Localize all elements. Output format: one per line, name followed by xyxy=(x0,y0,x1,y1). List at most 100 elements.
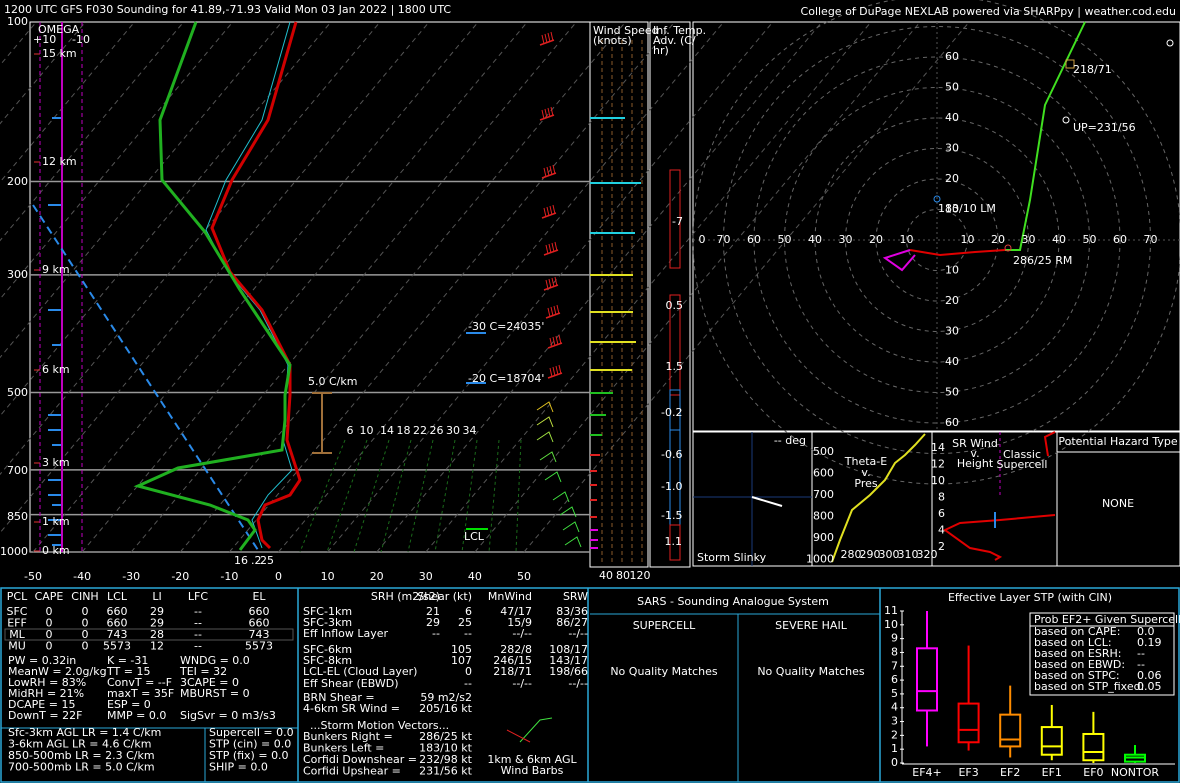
barb-flag xyxy=(554,276,558,287)
parcel-cell: 660 xyxy=(107,605,128,618)
hodo-trace-sfc xyxy=(882,249,916,272)
kin-cell: 143/17 xyxy=(549,654,588,667)
temp-adv-title: Adv. (C/ xyxy=(653,34,696,47)
sars-result: No Quality Matches xyxy=(610,665,718,678)
slinky-vector xyxy=(751,496,783,507)
thetae-title: v. xyxy=(861,466,870,479)
parcel-cell: 28 xyxy=(150,628,164,641)
thetae-x-label: 310 xyxy=(898,548,919,561)
barb-flag xyxy=(550,106,554,117)
index: PW = 0.32in xyxy=(8,654,76,667)
surface-temp: 25 xyxy=(260,554,274,567)
kin-label: SFC-1km xyxy=(303,605,352,618)
mixing-ratio xyxy=(380,439,412,553)
kin-cell: 6 xyxy=(465,605,472,618)
parcel-cell: MU xyxy=(8,640,26,653)
upshear-label: UP=231/56 xyxy=(1073,121,1136,134)
thetae-title: Theta-E xyxy=(844,455,887,468)
height-label: 1 km xyxy=(42,515,70,528)
kin-cell: 29 xyxy=(426,616,440,629)
hodo-y-label: 60 xyxy=(945,50,959,63)
hodo-x-label: 30 xyxy=(1022,233,1036,246)
lapse-rate: 5.0 C/km xyxy=(308,375,357,388)
isotherm xyxy=(425,21,872,553)
lapse-rate: 700-500mb LR = 5.0 C/km xyxy=(8,761,155,774)
hodo-y-label: 60 xyxy=(945,416,959,429)
ml-highlight xyxy=(4,628,294,641)
kin-header: SRH (m2/s2) xyxy=(371,590,440,603)
kin-cell: 83/36 xyxy=(556,605,588,618)
prob-label: based on ESRH: xyxy=(1034,647,1121,660)
lapse-rate: 850-500mb LR = 2.3 C/km xyxy=(8,749,155,762)
parcel-header: EL xyxy=(252,590,266,603)
barb xyxy=(539,451,557,463)
pressure-label: 500 xyxy=(7,386,28,399)
temp-adv-label: -0.2 xyxy=(661,406,682,419)
hodo-y-label: 30 xyxy=(945,325,959,338)
height-label: 12 km xyxy=(42,155,77,168)
parcel-cell: 0 xyxy=(82,640,89,653)
index: ESP = 0 xyxy=(107,698,151,711)
isotherm xyxy=(278,21,725,553)
lapse-rate: Sfc-3km AGL LR = 1.4 C/km xyxy=(8,726,161,739)
temperature-label: -30 xyxy=(122,570,140,583)
hazard-title: Potential Hazard Type xyxy=(1058,435,1178,448)
prob-value: -- xyxy=(1137,658,1145,671)
parcel-cell: 0 xyxy=(46,640,53,653)
kin-label: BRN Shear = xyxy=(303,691,375,704)
kin-label: Bunkers Left = xyxy=(303,742,384,755)
stp-y-label: 8 xyxy=(891,645,898,658)
barb xyxy=(552,491,570,503)
srwind-y-label: 10 xyxy=(931,474,945,487)
parcel-cell: -- xyxy=(194,628,202,641)
barb-flag xyxy=(551,277,555,288)
temp-adv-label: -7 xyxy=(672,215,683,228)
mean-wind-marker xyxy=(1065,59,1075,69)
parcel-header: LCL xyxy=(107,590,128,603)
box xyxy=(957,702,980,744)
temperature-label: 10 xyxy=(321,570,335,583)
kin-cell: --/-- xyxy=(512,677,532,690)
stp-category: NONTOR xyxy=(1111,766,1159,779)
barb-flag xyxy=(555,335,559,346)
parcel-header: CINH xyxy=(71,590,98,603)
parcel-cell: 0 xyxy=(46,605,53,618)
srwind-y-label: 2 xyxy=(938,540,945,553)
index: TT = 15 xyxy=(106,665,150,678)
isotherm xyxy=(523,21,970,553)
virtual-temp-trace xyxy=(205,21,293,549)
thetae-x-label: 280 xyxy=(841,548,862,561)
mixing-ratio-label: 22 xyxy=(413,424,427,437)
parcel-header: LFC xyxy=(188,590,208,603)
barb-flag xyxy=(541,34,545,45)
stp-y-label: 6 xyxy=(891,673,898,686)
kin-header: Shear (kt) xyxy=(417,590,472,603)
hodo-x-label: 70 xyxy=(1144,233,1158,246)
isotherm xyxy=(0,21,332,417)
index: SigSvr = 0 m3/s3 xyxy=(180,709,276,722)
hodo-y-label: 10 xyxy=(945,264,959,277)
parcel-cell: 660 xyxy=(107,617,128,630)
index: LowRH = 83% xyxy=(8,676,86,689)
kin-cell: 47/17 xyxy=(500,605,532,618)
temperature-label: 50 xyxy=(517,570,531,583)
stp-y-label: 2 xyxy=(891,728,898,741)
temp-adv-label: -1.0 xyxy=(661,480,682,493)
srwind-y-label: 14 xyxy=(931,441,945,454)
kin-cell: 286/25 kt xyxy=(419,730,473,743)
isotherm xyxy=(0,21,283,359)
temp-adv-bar xyxy=(669,169,681,269)
index: maxT = 35F xyxy=(107,687,174,700)
hazard-frame xyxy=(1056,431,1180,567)
box xyxy=(1040,726,1063,756)
parcel-cell: 743 xyxy=(107,628,128,641)
kin-cell: 25 xyxy=(458,616,472,629)
omega-label: -10 xyxy=(72,33,90,46)
prob-label: based on CAPE: xyxy=(1034,625,1120,638)
hodo-x-label: 40 xyxy=(808,233,822,246)
isotherm xyxy=(130,21,577,553)
barb-flag xyxy=(548,278,552,289)
thetae-title: Pres xyxy=(854,477,877,490)
hodo-x-label: 20 xyxy=(991,233,1005,246)
parcel-cell: -- xyxy=(194,605,202,618)
